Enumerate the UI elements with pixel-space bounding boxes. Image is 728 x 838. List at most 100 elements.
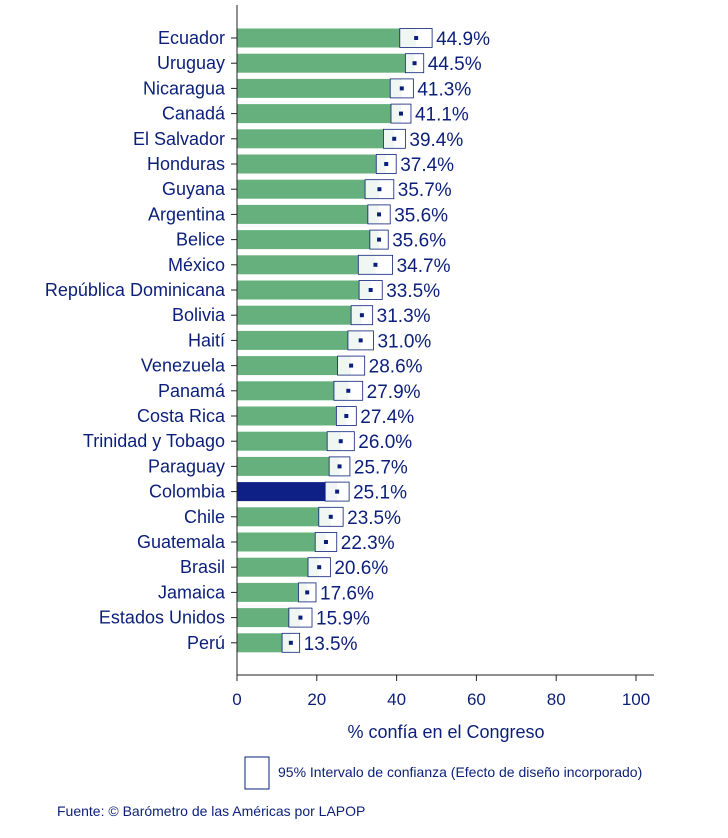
source-note: Fuente: © Barómetro de las Américas por … — [57, 803, 365, 819]
bar-trinidad-y-tobago — [237, 431, 341, 451]
category-label-guyana: Guyana — [162, 179, 226, 199]
category-label-republica-dominicana: República Dominicana — [45, 280, 226, 300]
point-marker-costa-rica — [344, 414, 349, 418]
point-marker-ecuador — [414, 36, 419, 40]
x-tick-label-100: 100 — [622, 690, 650, 709]
x-tick-label-0: 0 — [232, 690, 241, 709]
point-marker-argentina — [377, 212, 382, 217]
category-label-brasil: Brasil — [180, 557, 225, 577]
point-marker-honduras — [384, 162, 389, 166]
x-tick-label-80: 80 — [547, 690, 566, 709]
value-label-nicaragua: 41.3% — [417, 79, 471, 100]
point-marker-paraguay — [337, 464, 342, 469]
point-marker-haiti — [358, 338, 363, 343]
point-marker-bolivia — [359, 313, 364, 318]
bar-mexico — [237, 255, 376, 275]
bar-belice — [237, 230, 380, 250]
point-marker-colombia — [335, 489, 340, 494]
bar-bolivia — [237, 305, 362, 325]
bar-venezuela — [237, 356, 352, 376]
value-label-canada: 41.1% — [415, 105, 469, 126]
value-label-ecuador: 44.9% — [436, 29, 490, 50]
point-marker-uruguay — [412, 61, 417, 66]
x-tick-label-60: 60 — [467, 690, 486, 709]
value-label-peru: 13.5% — [304, 634, 358, 655]
category-label-el-salvador: El Salvador — [133, 129, 225, 149]
value-label-el-salvador: 39.4% — [409, 130, 463, 151]
value-label-chile: 23.5% — [347, 508, 401, 529]
point-marker-guyana — [377, 187, 382, 192]
category-label-haiti: Haití — [188, 330, 225, 350]
bar-guyana — [237, 179, 380, 199]
bar-estados-unidos — [237, 608, 301, 628]
bar-uruguay — [237, 53, 415, 73]
bar-paraguay — [237, 456, 340, 476]
point-marker-canada — [398, 111, 403, 116]
point-marker-venezuela — [349, 363, 354, 368]
bar-republica-dominicana — [237, 280, 371, 300]
bar-nicaragua — [237, 78, 402, 98]
value-label-guyana: 35.7% — [398, 180, 452, 201]
legend-ci-swatch — [244, 756, 270, 790]
category-label-costa-rica: Costa Rica — [137, 406, 226, 426]
category-label-colombia: Colombia — [149, 482, 226, 502]
bar-costa-rica — [237, 406, 347, 426]
bar-jamaica — [237, 582, 308, 602]
bar-guatemala — [237, 532, 326, 552]
value-label-trinidad-y-tobago: 26.0% — [358, 432, 412, 453]
bar-colombia — [237, 482, 338, 502]
category-label-nicaragua: Nicaragua — [143, 78, 226, 98]
value-label-paraguay: 25.7% — [354, 457, 408, 478]
value-label-argentina: 35.6% — [394, 205, 448, 226]
category-label-belice: Belice — [176, 230, 225, 250]
bar-ecuador — [237, 28, 417, 48]
category-label-argentina: Argentina — [148, 204, 226, 224]
bar-canada — [237, 104, 401, 124]
value-label-bolivia: 31.3% — [377, 306, 431, 327]
value-label-republica-dominicana: 33.5% — [386, 281, 440, 302]
category-label-paraguay: Paraguay — [148, 456, 225, 476]
bar-brasil — [237, 557, 320, 577]
value-label-jamaica: 17.6% — [320, 583, 374, 604]
bar-panama — [237, 381, 349, 401]
point-marker-peru — [288, 640, 293, 645]
category-label-bolivia: Bolivia — [172, 305, 226, 325]
category-label-mexico: México — [168, 255, 225, 275]
point-marker-guatemala — [323, 540, 328, 544]
bar-argentina — [237, 204, 380, 224]
category-label-ecuador: Ecuador — [158, 28, 225, 48]
value-label-haiti: 31.0% — [377, 331, 431, 352]
value-label-guatemala: 22.3% — [341, 533, 395, 554]
category-label-jamaica: Jamaica — [158, 582, 226, 602]
category-label-peru: Perú — [187, 633, 225, 653]
x-tick-label-20: 20 — [307, 690, 326, 709]
value-label-brasil: 20.6% — [334, 558, 388, 579]
point-marker-mexico — [373, 262, 378, 267]
bar-haiti — [237, 330, 361, 350]
value-label-venezuela: 28.6% — [369, 357, 423, 378]
category-label-canada: Canadá — [162, 104, 226, 124]
value-label-panama: 27.9% — [367, 382, 421, 403]
point-marker-nicaragua — [399, 86, 404, 91]
point-marker-chile — [328, 514, 333, 519]
category-label-estados-unidos: Estados Unidos — [99, 608, 225, 628]
point-marker-estados-unidos — [298, 615, 303, 620]
plot-area: Ecuador 44.9% Uruguay 44.5% Nicaragua 41.3% Ca… — [45, 28, 490, 655]
category-label-uruguay: Uruguay — [157, 53, 225, 73]
point-marker-trinidad-y-tobago — [338, 439, 343, 444]
point-marker-panama — [346, 388, 351, 393]
x-axis-title: % confía en el Congreso — [347, 722, 544, 742]
point-marker-brasil — [317, 565, 322, 570]
bar-chile — [237, 507, 331, 527]
point-marker-belice — [377, 237, 382, 242]
bar-honduras — [237, 154, 387, 174]
value-label-colombia: 25.1% — [353, 483, 407, 504]
category-label-venezuela: Venezuela — [141, 356, 226, 376]
category-label-honduras: Honduras — [147, 154, 225, 174]
point-marker-republica-dominicana — [368, 288, 373, 292]
point-marker-el-salvador — [392, 136, 397, 141]
bar-el-salvador — [237, 129, 395, 149]
point-marker-jamaica — [305, 590, 310, 595]
legend: 95% Intervalo de confianza (Efecto de di… — [244, 756, 642, 790]
